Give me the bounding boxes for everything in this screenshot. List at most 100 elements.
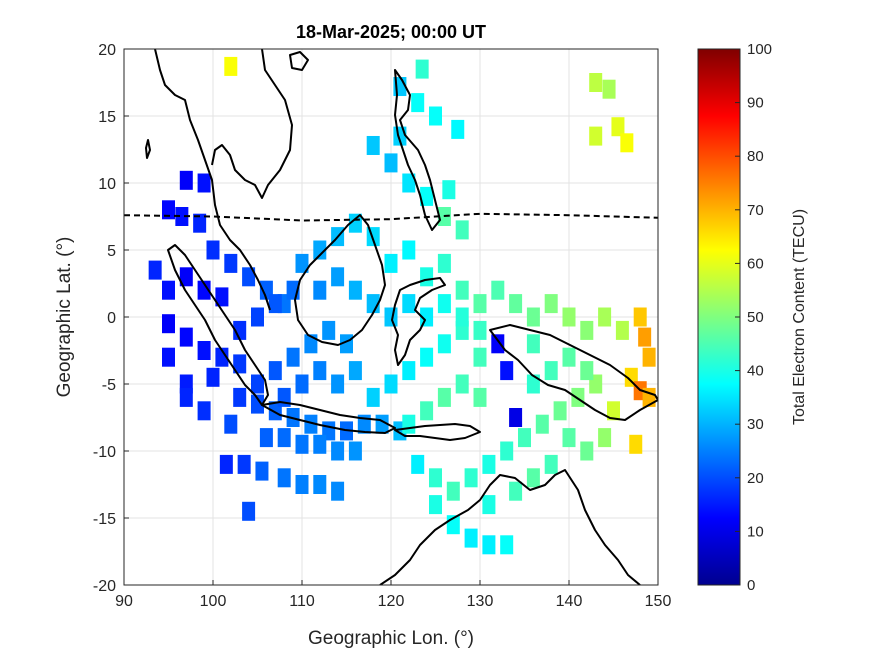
y-tick-label: 10 — [98, 176, 116, 193]
tec-cell — [251, 374, 264, 394]
tec-cell — [509, 481, 523, 501]
coastline-new-guinea — [489, 324, 658, 421]
coastline-indochina — [211, 49, 293, 199]
tec-cell — [233, 354, 247, 374]
coastline-sumatra — [167, 244, 269, 406]
tec-cell — [259, 428, 273, 448]
plot-area: 90 100 110 120 130 140 150 20 15 10 5 0 -5 -10 -15 -20 — [93, 42, 672, 610]
tec-cell — [179, 170, 193, 190]
tec-cell — [402, 294, 416, 314]
chart-title: 18-Mar-2025; 00:00 UT — [296, 22, 486, 42]
tec-cell — [455, 280, 469, 300]
tec-cell — [420, 267, 434, 287]
tec-cell — [237, 454, 251, 474]
tec-cell — [629, 434, 643, 454]
tec-cell — [589, 73, 603, 92]
tec-cell — [313, 434, 327, 454]
tec-cell — [348, 280, 362, 300]
tec-cell — [455, 374, 469, 394]
tec-cell — [455, 220, 469, 240]
y-tick-label: -5 — [102, 377, 116, 394]
tec-cell — [286, 347, 300, 367]
tec-cell — [429, 468, 442, 488]
tec-cell — [219, 454, 233, 474]
colorbar-tick-label: 40 — [747, 363, 764, 380]
colorbar-tick-label: 50 — [747, 309, 764, 326]
tec-cell — [331, 441, 345, 461]
tec-cell — [179, 267, 193, 287]
coastline-hainan — [289, 51, 309, 71]
colorbar-tick-label: 70 — [747, 202, 764, 219]
tec-cell — [197, 280, 211, 300]
tec-cell — [206, 240, 220, 260]
colorbar-tick-label: 60 — [747, 255, 764, 272]
tec-cell — [295, 434, 309, 454]
tec-cell — [268, 294, 282, 314]
tec-cell — [415, 59, 429, 79]
tec-cell — [277, 428, 291, 448]
tec-cell — [580, 320, 594, 340]
tec-cell — [526, 468, 540, 488]
coastline-andaman-island — [145, 139, 151, 159]
tec-cell — [437, 294, 451, 314]
tec-cell — [420, 347, 434, 367]
coastline-sulawesi — [391, 277, 446, 366]
x-tick-label: 150 — [645, 593, 672, 610]
tec-cell — [451, 119, 465, 139]
colorbar-label: Total Electron Content (TECU) — [791, 209, 808, 425]
tec-cell — [482, 454, 496, 474]
tec-cell — [255, 461, 269, 481]
tec-cell — [562, 307, 576, 327]
coastlines — [145, 49, 658, 585]
colorbar-tick-label: 20 — [747, 470, 764, 487]
tec-cell — [500, 441, 514, 461]
tec-cell — [384, 153, 398, 173]
tec-cell — [544, 294, 558, 314]
y-tick-label: -20 — [93, 578, 116, 595]
x-tick-label: 140 — [556, 593, 583, 610]
tec-cells — [148, 56, 656, 555]
tec-cell — [473, 320, 487, 340]
coastline-lesser-sunda — [394, 423, 481, 441]
tec-cell — [638, 327, 652, 347]
tec-cell — [162, 347, 175, 367]
tec-cell — [620, 133, 634, 153]
tec-cell — [598, 428, 612, 448]
tec-cell — [233, 387, 247, 407]
tec-cell — [348, 441, 362, 461]
tec-cell — [553, 401, 567, 421]
tec-cell — [602, 79, 616, 99]
tec-cell — [611, 117, 625, 137]
tec-cell — [384, 374, 398, 394]
tec-cell — [331, 267, 345, 287]
tec-cell — [437, 334, 451, 354]
coastline-australia — [379, 469, 641, 585]
tec-cell — [500, 535, 514, 555]
coastline-mainland-asia — [154, 49, 271, 311]
tec-cell — [162, 314, 175, 334]
colorbar-tick-label: 80 — [747, 148, 764, 165]
colorbar-tick-label: 0 — [747, 577, 755, 594]
tec-cell — [242, 267, 256, 287]
tec-cell — [215, 347, 229, 367]
tec-cell — [429, 106, 442, 126]
tec-cell — [331, 481, 345, 501]
tec-cell — [535, 414, 549, 434]
tec-cell — [420, 186, 434, 206]
tec-cell — [598, 307, 612, 327]
tec-cell — [580, 441, 594, 461]
tec-cell — [193, 213, 207, 233]
tec-cell — [526, 374, 540, 394]
tec-cell — [411, 93, 425, 113]
tec-cell — [482, 535, 496, 555]
tec-cell — [633, 307, 647, 327]
tec-cell — [175, 207, 189, 226]
colorbar-bar — [697, 48, 741, 586]
tec-cell — [589, 126, 603, 146]
tec-cell — [482, 495, 496, 515]
tec-cell — [295, 253, 309, 273]
tec-cell — [544, 361, 558, 381]
tec-cell — [544, 454, 558, 474]
colorbar-tick-label: 30 — [747, 416, 764, 433]
tec-cell — [402, 240, 416, 260]
